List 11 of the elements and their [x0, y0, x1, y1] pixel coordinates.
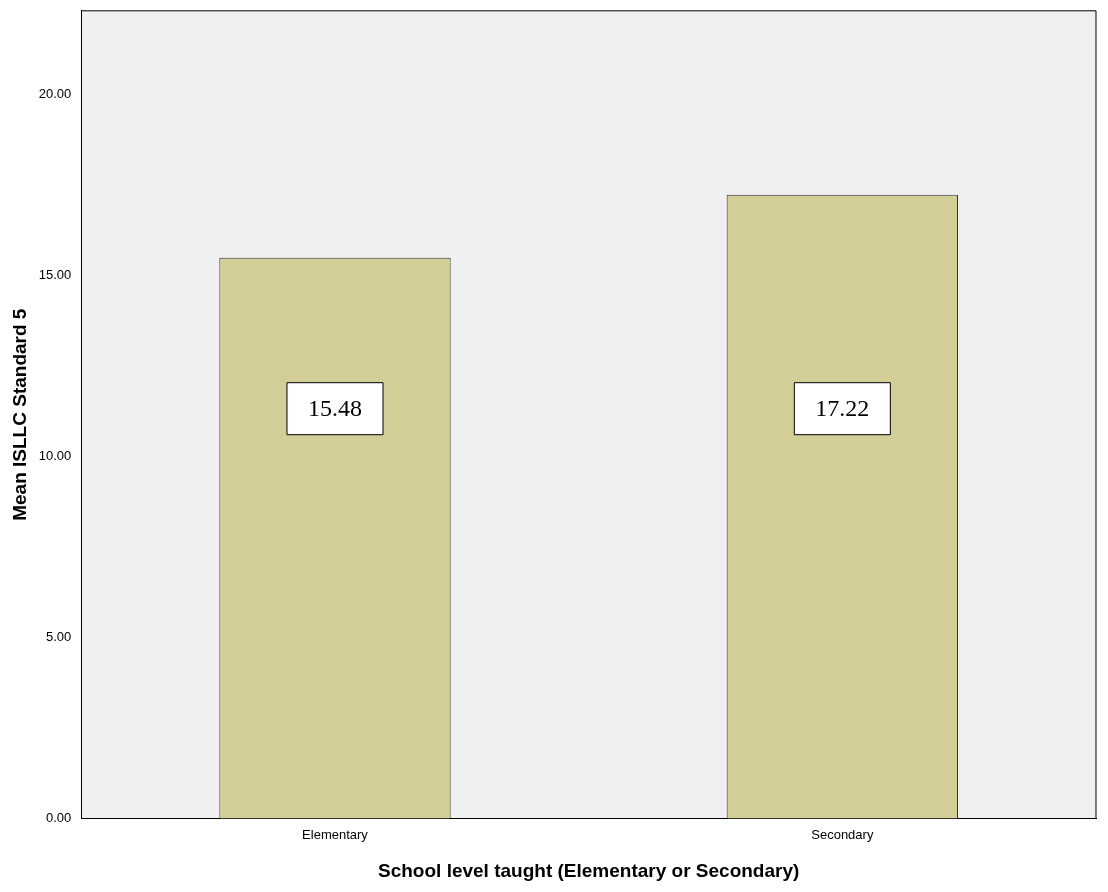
x-axis-title: School level taught (Elementary or Secondary)	[378, 859, 800, 881]
y-tick-label: 0.00	[46, 810, 72, 826]
y-tick-label: 15.00	[38, 266, 72, 282]
y-tick-label: 10.00	[38, 447, 72, 463]
x-tick-label: Elementary	[302, 826, 369, 842]
y-tick-label: 20.00	[38, 85, 72, 101]
data-label: 15.48	[308, 395, 362, 421]
y-tick-label: 5.00	[46, 629, 72, 645]
y-axis-title: Mean ISLLC Standard 5	[8, 308, 30, 521]
data-label: 17.22	[815, 395, 870, 421]
x-tick-label: Secondary	[811, 826, 874, 842]
